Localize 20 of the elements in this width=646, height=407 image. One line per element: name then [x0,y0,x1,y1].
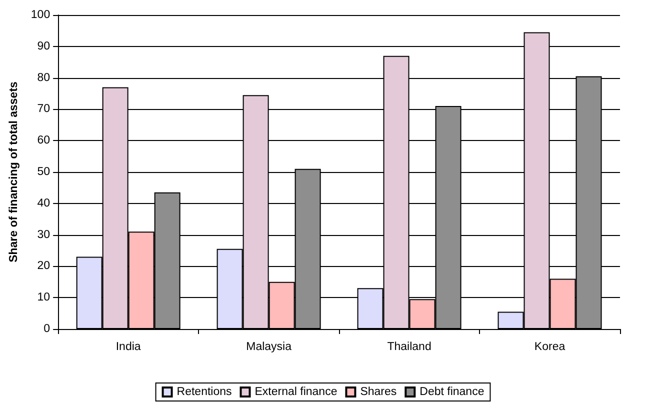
legend-label: Shares [360,386,397,398]
y-tick-label: 30 [37,228,50,241]
y-tick-label: 90 [37,40,50,52]
y-tick-label: 70 [37,103,50,116]
y-tick-label: 10 [37,292,50,304]
legend-label: External finance [254,386,338,398]
x-tick-label: India [116,341,142,353]
y-tick-label: 40 [37,197,50,210]
legend-label: Debt finance [420,386,484,398]
y-tick-label: 20 [37,260,50,272]
legend-label: Retentions [176,386,232,398]
y-tick-label: 60 [37,134,50,147]
y-tick-label: 50 [37,166,50,178]
x-tick-label: Malaysia [246,341,292,353]
y-axis-title: Share of financing of total assets [8,82,20,262]
x-tick-label: Thailand [387,341,432,353]
x-tick-label: Korea [534,341,566,353]
y-tick-label: 100 [30,9,50,21]
y-tick-label: 80 [37,72,50,84]
y-tick-label: 0 [44,323,50,335]
